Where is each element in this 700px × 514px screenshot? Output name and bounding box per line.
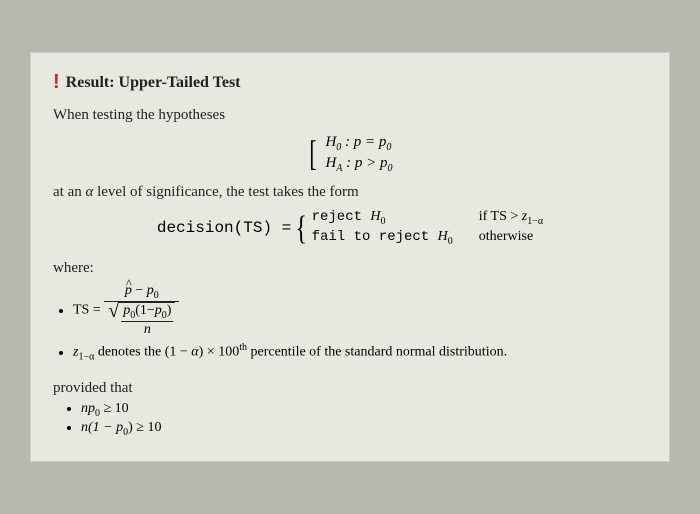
case-reject: reject H0 bbox=[312, 209, 453, 227]
bracket-icon: [ bbox=[310, 139, 317, 168]
provided-list: np0 ≥ 10 n(1 − p0) ≥ 10 bbox=[81, 401, 647, 438]
significance-text: at an α level of significance, the test … bbox=[53, 181, 647, 204]
provided-label: provided that bbox=[53, 377, 647, 400]
where-label: where: bbox=[53, 257, 647, 280]
cond-np0: np0 ≥ 10 bbox=[81, 401, 647, 419]
sqrt-icon: √ bbox=[108, 302, 119, 320]
decision-lhs: decision(TS) = bbox=[157, 219, 291, 237]
decision-rule: decision(TS) = { reject H0 if TS > z1−α … bbox=[53, 209, 647, 247]
hypotheses-block: [ H0 : p = p0 HA : p > p0 bbox=[53, 133, 647, 175]
ts-formula: TS = p − p0 √ p0(1−p0) n bbox=[73, 283, 647, 338]
result-card: ! Result: Upper-Tailed Test When testing… bbox=[30, 52, 670, 461]
brace-icon: { bbox=[296, 215, 307, 242]
case-fail-cond: otherwise bbox=[479, 229, 543, 247]
cond-n1p0: n(1 − p0) ≥ 10 bbox=[81, 420, 647, 438]
header: ! Result: Upper-Tailed Test bbox=[53, 71, 647, 94]
case-reject-cond: if TS > z1−α bbox=[479, 209, 543, 227]
result-title: Result: Upper-Tailed Test bbox=[66, 74, 241, 92]
case-fail: fail to reject H0 bbox=[312, 229, 453, 247]
z-percentile: z1−α denotes the (1 − α) × 100th percent… bbox=[73, 342, 647, 362]
null-hypothesis: H0 : p = p0 bbox=[325, 133, 392, 154]
alt-hypothesis: HA : p > p0 bbox=[325, 154, 392, 175]
intro-text: When testing the hypotheses bbox=[53, 104, 647, 127]
where-list: TS = p − p0 √ p0(1−p0) n bbox=[73, 283, 647, 362]
alert-icon: ! bbox=[53, 71, 60, 94]
